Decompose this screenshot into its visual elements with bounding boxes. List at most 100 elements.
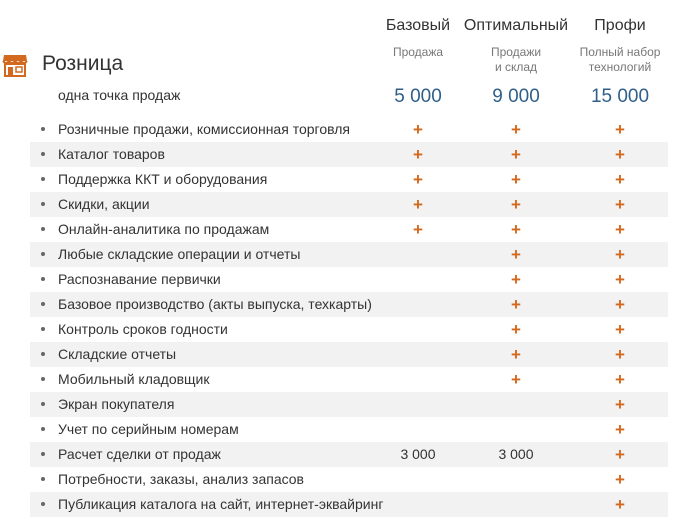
included-plus-icon: + (413, 170, 423, 189)
feature-label: Контроль сроков годности (58, 321, 228, 337)
feature-value-basic (378, 267, 458, 292)
bullet-icon (41, 502, 45, 506)
feature-value-basic (378, 342, 458, 367)
feature-value-basic (378, 367, 458, 392)
bullet-icon (41, 477, 45, 481)
feature-label: Расчет сделки от продаж (58, 446, 221, 462)
included-plus-icon: + (511, 145, 521, 164)
included-plus-icon: + (511, 295, 521, 314)
feature-value-optimal (476, 492, 556, 517)
feature-label: Учет по серийным номерам (58, 421, 239, 437)
section-title: Розница (42, 52, 124, 75)
bullet-icon (41, 402, 45, 406)
included-plus-icon: + (615, 495, 625, 514)
feature-row: Любые складские операции и отчеты + + (30, 242, 668, 267)
feature-label: Любые складские операции и отчеты (58, 246, 301, 262)
bullet-icon (41, 302, 45, 306)
included-plus-icon: + (615, 245, 625, 264)
feature-value-optimal: 3 000 (498, 446, 534, 462)
included-plus-icon: + (511, 245, 521, 264)
plan-price-optimal: 9 000 (492, 86, 540, 107)
included-plus-icon: + (615, 420, 625, 439)
included-plus-icon: + (511, 170, 521, 189)
store-icon (2, 55, 28, 77)
plan-description-basic: Продажа (392, 45, 444, 59)
included-plus-icon: + (615, 295, 625, 314)
feature-row: Экран покупателя + (30, 392, 668, 417)
feature-label: Розничные продажи, комиссионная торговля (58, 121, 350, 137)
included-plus-icon: + (615, 270, 625, 289)
feature-row: Поддержка ККТ и оборудования + + + (30, 167, 668, 192)
included-plus-icon: + (413, 195, 423, 214)
feature-row: Контроль сроков годности + + (30, 317, 668, 342)
feature-label: Публикация каталога на сайт, интернет-эк… (58, 496, 384, 512)
feature-label: Каталог товаров (58, 146, 165, 162)
plan-description-optimal: Продажи и склад (490, 45, 542, 74)
bullet-icon (41, 277, 45, 281)
feature-list: Розничные продажи, комиссионная торговля… (30, 117, 668, 517)
feature-value-basic: 3 000 (400, 446, 436, 462)
bullet-icon (41, 127, 45, 131)
feature-label: Онлайн-аналитика по продажам (58, 221, 270, 237)
included-plus-icon: + (615, 195, 625, 214)
feature-value-basic (378, 242, 458, 267)
included-plus-icon: + (511, 320, 521, 339)
bullet-icon (41, 177, 45, 181)
included-plus-icon: + (615, 120, 625, 139)
feature-row: Розничные продажи, комиссионная торговля… (30, 117, 668, 142)
included-plus-icon: + (615, 370, 625, 389)
included-plus-icon: + (511, 270, 521, 289)
plan-description-pro: Полный набор технологий (579, 45, 661, 74)
feature-label: Базовое производство (акты выпуска, техк… (58, 296, 372, 312)
bullet-icon (41, 452, 45, 456)
feature-row: Распознавание первички + + (30, 267, 668, 292)
included-plus-icon: + (615, 220, 625, 239)
section-subtitle: одна точка продаж (58, 87, 181, 103)
bullet-icon (41, 352, 45, 356)
included-plus-icon: + (511, 345, 521, 364)
bullet-icon (41, 202, 45, 206)
included-plus-icon: + (511, 120, 521, 139)
feature-row: Мобильный кладовщик + + (30, 367, 668, 392)
feature-value-optimal (476, 467, 556, 492)
plan-name-basic: Базовый (385, 17, 451, 34)
included-plus-icon: + (413, 120, 423, 139)
included-plus-icon: + (615, 445, 625, 464)
bullet-icon (41, 377, 45, 381)
feature-row: Каталог товаров + + + (30, 142, 668, 167)
feature-value-basic (378, 392, 458, 417)
feature-value-basic (378, 492, 458, 517)
feature-label: Поддержка ККТ и оборудования (58, 171, 268, 187)
included-plus-icon: + (615, 470, 625, 489)
plan-price-pro: 15 000 (590, 86, 650, 107)
feature-label: Распознавание первички (58, 271, 221, 287)
plan-name-optimal: Оптимальный (463, 17, 569, 34)
feature-value-basic (378, 292, 458, 317)
included-plus-icon: + (413, 220, 423, 239)
plan-price-basic: 5 000 (394, 86, 442, 107)
plan-name-pro: Профи (594, 17, 646, 34)
feature-row: Складские отчеты + + (30, 342, 668, 367)
included-plus-icon: + (615, 320, 625, 339)
feature-label: Потребности, заказы, анализ запасов (58, 471, 304, 487)
bullet-icon (41, 327, 45, 331)
bullet-icon (41, 427, 45, 431)
included-plus-icon: + (615, 345, 625, 364)
feature-row: Онлайн-аналитика по продажам + + + (30, 217, 668, 242)
feature-row: Скидки, акции + + + (30, 192, 668, 217)
included-plus-icon: + (413, 145, 423, 164)
feature-value-basic (378, 417, 458, 442)
bullet-icon (41, 152, 45, 156)
included-plus-icon: + (615, 395, 625, 414)
feature-value-basic (378, 467, 458, 492)
feature-label: Мобильный кладовщик (58, 371, 210, 387)
feature-value-optimal (476, 392, 556, 417)
included-plus-icon: + (615, 145, 625, 164)
feature-value-optimal (476, 417, 556, 442)
feature-row: Потребности, заказы, анализ запасов + (30, 467, 668, 492)
feature-row: Учет по серийным номерам + (30, 417, 668, 442)
feature-row: Расчет сделки от продаж 3 000 3 000 + (30, 442, 668, 467)
included-plus-icon: + (511, 220, 521, 239)
included-plus-icon: + (615, 170, 625, 189)
feature-label: Складские отчеты (58, 346, 177, 362)
